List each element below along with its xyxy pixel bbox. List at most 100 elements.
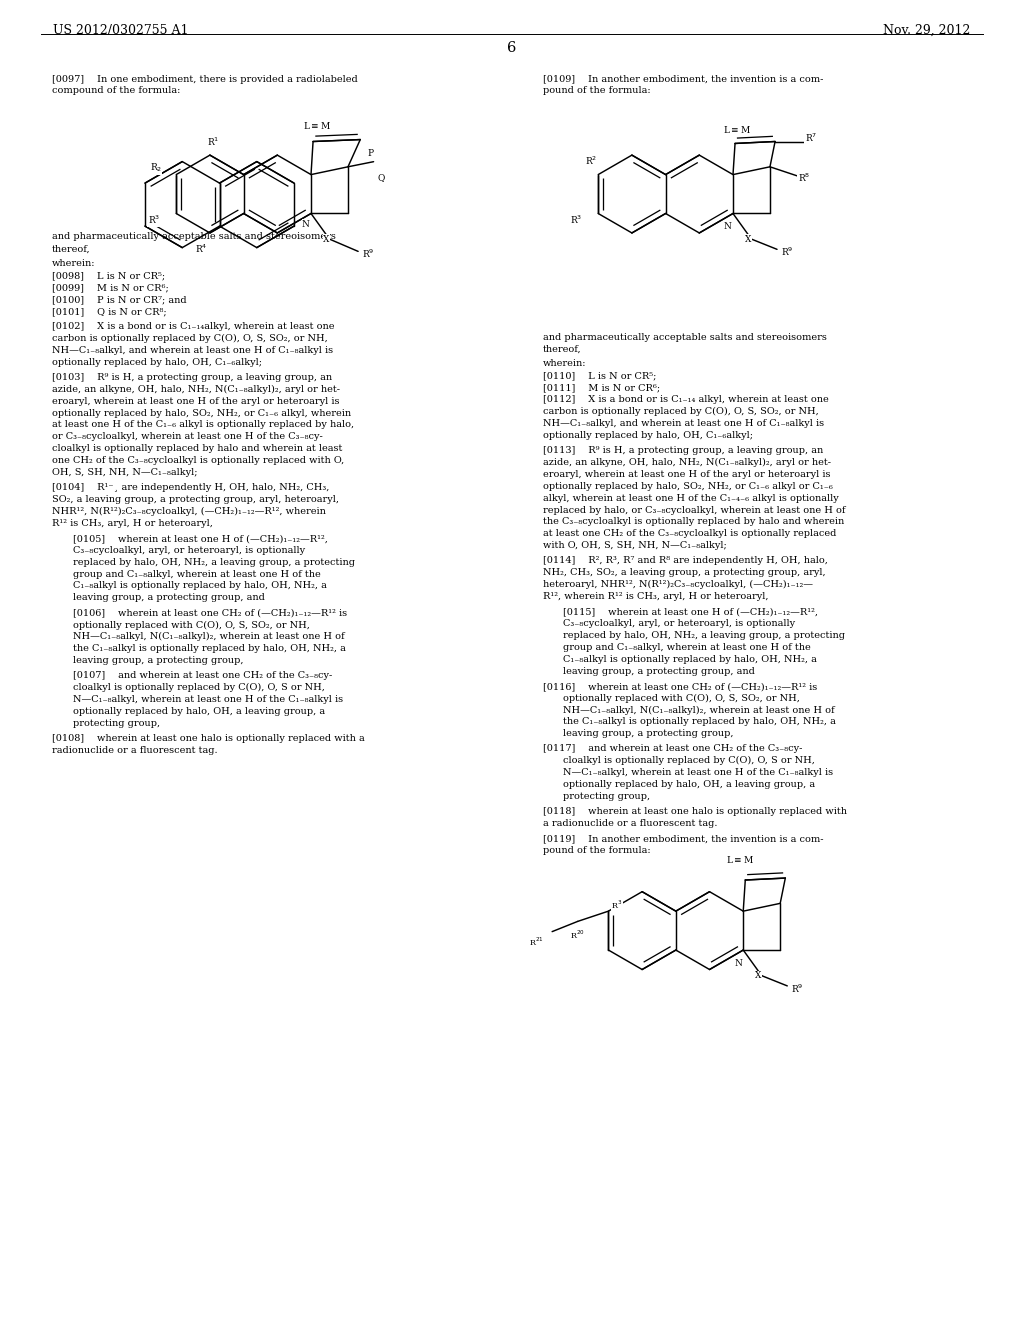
- Text: one CH₂ of the C₃₋₈cycloalkyl is optionally replaced with O,: one CH₂ of the C₃₋₈cycloalkyl is optiona…: [52, 457, 344, 465]
- Text: [0110]  L is N or CR⁵;: [0110] L is N or CR⁵;: [543, 372, 656, 380]
- Text: NH—C₁₋₈alkyl, N(C₁₋₈alkyl)₂, wherein at least one H of: NH—C₁₋₈alkyl, N(C₁₋₈alkyl)₂, wherein at …: [563, 705, 835, 714]
- Text: OH, S, SH, NH, N—C₁₋₈alkyl;: OH, S, SH, NH, N—C₁₋₈alkyl;: [52, 469, 198, 477]
- Text: radionuclide or a fluorescent tag.: radionuclide or a fluorescent tag.: [52, 746, 218, 755]
- Text: Nov. 29, 2012: Nov. 29, 2012: [884, 24, 971, 37]
- Text: cloalkyl is optionally replaced by C(O), O, S or NH,: cloalkyl is optionally replaced by C(O),…: [73, 684, 325, 692]
- Text: R$^9$: R$^9$: [362, 248, 375, 260]
- Text: [0099]  M is N or CR⁶;: [0099] M is N or CR⁶;: [52, 284, 169, 292]
- Text: R$^2$: R$^2$: [585, 154, 597, 168]
- Text: C₁₋₈alkyl is optionally replaced by halo, OH, NH₂, a: C₁₋₈alkyl is optionally replaced by halo…: [563, 655, 817, 664]
- Text: Q: Q: [377, 173, 384, 182]
- Text: L$\equiv$M: L$\equiv$M: [723, 124, 751, 135]
- Text: cloalkyl is optionally replaced by halo and wherein at least: cloalkyl is optionally replaced by halo …: [52, 444, 343, 453]
- Text: [0105]  wherein at least one H of (—CH₂)₁₋₁₂—R¹²,: [0105] wherein at least one H of (—CH₂)₁…: [73, 533, 328, 543]
- Text: X: X: [324, 235, 330, 244]
- Text: NHR¹², N(R¹²)₂C₃₋₈cycloalkyl, (—CH₂)₁₋₁₂—R¹², wherein: NHR¹², N(R¹²)₂C₃₋₈cycloalkyl, (—CH₂)₁₋₁₂…: [52, 507, 326, 516]
- Text: optionally replaced with C(O), O, S, SO₂, or NH,: optionally replaced with C(O), O, S, SO₂…: [73, 620, 309, 630]
- Text: [0101]  Q is N or CR⁸;: [0101] Q is N or CR⁸;: [52, 308, 167, 315]
- Text: replaced by halo, or C₃₋₈cycloalkyl, wherein at least one H of: replaced by halo, or C₃₋₈cycloalkyl, whe…: [543, 506, 845, 515]
- Text: [0112]  X is a bond or is C₁₋₁₄ alkyl, wherein at least one: [0112] X is a bond or is C₁₋₁₄ alkyl, wh…: [543, 396, 828, 404]
- Text: C₃₋₈cycloalkyl, aryl, or heteroaryl, is optionally: C₃₋₈cycloalkyl, aryl, or heteroaryl, is …: [563, 619, 796, 628]
- Text: R$^3$: R$^3$: [147, 214, 160, 226]
- Text: R$^4$: R$^4$: [196, 243, 208, 255]
- Text: R$^3$: R$^3$: [611, 899, 623, 911]
- Text: P: P: [368, 149, 374, 158]
- Text: [0106]  wherein at least one CH₂ of (—CH₂)₁₋₁₂—R¹² is: [0106] wherein at least one CH₂ of (—CH₂…: [73, 609, 347, 618]
- Text: [0097]  In one embodiment, there is provided a radiolabeled: [0097] In one embodiment, there is provi…: [52, 74, 358, 83]
- Text: R$^{21}$: R$^{21}$: [529, 936, 544, 948]
- Text: R$^3$: R$^3$: [569, 214, 582, 226]
- Text: N: N: [734, 958, 742, 968]
- Text: wherein:: wherein:: [543, 359, 586, 368]
- Text: [0108]  wherein at least one halo is optionally replaced with a: [0108] wherein at least one halo is opti…: [52, 734, 365, 743]
- Text: eroaryl, wherein at least one H of the aryl or heteroaryl is: eroaryl, wherein at least one H of the a…: [52, 396, 340, 405]
- Text: eroaryl, wherein at least one H of the aryl or heteroaryl is: eroaryl, wherein at least one H of the a…: [543, 470, 830, 479]
- Text: compound of the formula:: compound of the formula:: [52, 87, 180, 95]
- Text: a radionuclide or a fluorescent tag.: a radionuclide or a fluorescent tag.: [543, 818, 717, 828]
- Text: or C₃₋₈cycloalkyl, wherein at least one H of the C₃₋₈cy-: or C₃₋₈cycloalkyl, wherein at least one …: [52, 433, 323, 441]
- Text: at least one H of the C₁₋₆ alkyl is optionally replaced by halo,: at least one H of the C₁₋₆ alkyl is opti…: [52, 420, 354, 429]
- Text: [0107]  and wherein at least one CH₂ of the C₃₋₈cy-: [0107] and wherein at least one CH₂ of t…: [73, 671, 332, 680]
- Text: and pharmaceutically acceptable salts and stereoisomers: and pharmaceutically acceptable salts an…: [52, 232, 336, 242]
- Text: optionally replaced by halo, OH, a leaving group, a: optionally replaced by halo, OH, a leavi…: [563, 780, 815, 789]
- Text: R$^7$: R$^7$: [805, 132, 817, 144]
- Text: C₃₋₈cycloalkyl, aryl, or heteroaryl, is optionally: C₃₋₈cycloalkyl, aryl, or heteroaryl, is …: [73, 546, 305, 554]
- Text: [0104]  R¹⁻¸ are independently H, OH, halo, NH₂, CH₃,: [0104] R¹⁻¸ are independently H, OH, hal…: [52, 483, 330, 492]
- Text: alkyl, wherein at least one H of the C₁₋₄₋₆ alkyl is optionally: alkyl, wherein at least one H of the C₁₋…: [543, 494, 839, 503]
- Text: [0116]  wherein at least one CH₂ of (—CH₂)₁₋₁₂—R¹² is: [0116] wherein at least one CH₂ of (—CH₂…: [543, 681, 817, 690]
- Text: N—C₁₋₈alkyl, wherein at least one H of the C₁₋₈alkyl is: N—C₁₋₈alkyl, wherein at least one H of t…: [563, 768, 834, 777]
- Text: R$_2$: R$_2$: [150, 162, 162, 174]
- Text: pound of the formula:: pound of the formula:: [543, 846, 650, 855]
- Text: 6: 6: [507, 41, 517, 55]
- Text: [0102]  X is a bond or is C₁₋₁₄alkyl, wherein at least one: [0102] X is a bond or is C₁₋₁₄alkyl, whe…: [52, 322, 335, 331]
- Text: R¹² is CH₃, aryl, H or heteroaryl,: R¹² is CH₃, aryl, H or heteroaryl,: [52, 519, 213, 528]
- Text: [0117]  and wherein at least one CH₂ of the C₃₋₈cy-: [0117] and wherein at least one CH₂ of t…: [543, 744, 802, 754]
- Text: X: X: [745, 235, 752, 244]
- Text: optionally replaced by halo, OH, C₁₋₆alkyl;: optionally replaced by halo, OH, C₁₋₆alk…: [543, 430, 753, 440]
- Text: the C₁₋₈alkyl is optionally replaced by halo, OH, NH₂, a: the C₁₋₈alkyl is optionally replaced by …: [73, 644, 345, 653]
- Text: protecting group,: protecting group,: [563, 792, 650, 801]
- Text: cloalkyl is optionally replaced by C(O), O, S or NH,: cloalkyl is optionally replaced by C(O),…: [563, 756, 815, 766]
- Text: [0119]  In another embodiment, the invention is a com-: [0119] In another embodiment, the invent…: [543, 834, 823, 843]
- Text: [0114]  R², R³, R⁷ and R⁸ are independently H, OH, halo,: [0114] R², R³, R⁷ and R⁸ are independent…: [543, 557, 827, 565]
- Text: [0098]  L is N or CR⁵;: [0098] L is N or CR⁵;: [52, 272, 165, 280]
- Text: optionally replaced by halo, SO₂, NH₂, or C₁₋₆ alkyl or C₁₋₆: optionally replaced by halo, SO₂, NH₂, o…: [543, 482, 833, 491]
- Text: [0115]  wherein at least one H of (—CH₂)₁₋₁₂—R¹²,: [0115] wherein at least one H of (—CH₂)₁…: [563, 607, 818, 616]
- Text: wherein:: wherein:: [52, 259, 95, 268]
- Text: SO₂, a leaving group, a protecting group, aryl, heteroaryl,: SO₂, a leaving group, a protecting group…: [52, 495, 339, 504]
- Text: [0118]  wherein at least one halo is optionally replaced with: [0118] wherein at least one halo is opti…: [543, 807, 847, 816]
- Text: protecting group,: protecting group,: [73, 718, 160, 727]
- Text: NH₂, CH₃, SO₂, a leaving group, a protecting group, aryl,: NH₂, CH₃, SO₂, a leaving group, a protec…: [543, 568, 825, 577]
- Text: optionally replaced by halo, SO₂, NH₂, or C₁₋₆ alkyl, wherein: optionally replaced by halo, SO₂, NH₂, o…: [52, 409, 351, 417]
- Text: optionally replaced by halo, OH, C₁₋₆alkyl;: optionally replaced by halo, OH, C₁₋₆alk…: [52, 358, 262, 367]
- Text: azide, an alkyne, OH, halo, NH₂, N(C₁₋₈alkyl)₂, aryl or het-: azide, an alkyne, OH, halo, NH₂, N(C₁₋₈a…: [52, 385, 340, 393]
- Text: replaced by halo, OH, NH₂, a leaving group, a protecting: replaced by halo, OH, NH₂, a leaving gro…: [73, 557, 354, 566]
- Text: R$^9$: R$^9$: [781, 246, 794, 259]
- Text: NH—C₁₋₈alkyl, N(C₁₋₈alkyl)₂, wherein at least one H of: NH—C₁₋₈alkyl, N(C₁₋₈alkyl)₂, wherein at …: [73, 632, 344, 642]
- Text: N: N: [724, 222, 732, 231]
- Text: L$\equiv$M: L$\equiv$M: [726, 854, 754, 865]
- Text: with O, OH, S, SH, NH, N—C₁₋₈alkyl;: with O, OH, S, SH, NH, N—C₁₋₈alkyl;: [543, 541, 726, 550]
- Text: the C₃₋₈cycloalkyl is optionally replaced by halo and wherein: the C₃₋₈cycloalkyl is optionally replace…: [543, 517, 844, 527]
- Text: [0103]  R⁹ is H, a protecting group, a leaving group, an: [0103] R⁹ is H, a protecting group, a le…: [52, 372, 333, 381]
- Text: group and C₁₋₈alkyl, wherein at least one H of the: group and C₁₋₈alkyl, wherein at least on…: [73, 570, 321, 578]
- Text: at least one CH₂ of the C₃₋₈cycloalkyl is optionally replaced: at least one CH₂ of the C₃₋₈cycloalkyl i…: [543, 529, 836, 539]
- Text: replaced by halo, OH, NH₂, a leaving group, a protecting: replaced by halo, OH, NH₂, a leaving gro…: [563, 631, 845, 640]
- Text: optionally replaced by halo, OH, a leaving group, a: optionally replaced by halo, OH, a leavi…: [73, 708, 325, 715]
- Text: US 2012/0302755 A1: US 2012/0302755 A1: [53, 24, 188, 37]
- Text: N—C₁₋₈alkyl, wherein at least one H of the C₁₋₈alkyl is: N—C₁₋₈alkyl, wherein at least one H of t…: [73, 694, 343, 704]
- Text: N: N: [302, 219, 310, 228]
- Text: the C₁₋₈alkyl is optionally replaced by halo, OH, NH₂, a: the C₁₋₈alkyl is optionally replaced by …: [563, 718, 836, 726]
- Text: C₁₋₈alkyl is optionally replaced by halo, OH, NH₂, a: C₁₋₈alkyl is optionally replaced by halo…: [73, 581, 327, 590]
- Text: [0113]  R⁹ is H, a protecting group, a leaving group, an: [0113] R⁹ is H, a protecting group, a le…: [543, 446, 823, 455]
- Text: [0109]  In another embodiment, the invention is a com-: [0109] In another embodiment, the invent…: [543, 74, 823, 83]
- Text: thereof,: thereof,: [52, 244, 91, 253]
- Text: pound of the formula:: pound of the formula:: [543, 87, 650, 95]
- Text: NH—C₁₋₈alkyl, and wherein at least one H of C₁₋₈alkyl is: NH—C₁₋₈alkyl, and wherein at least one H…: [52, 346, 334, 355]
- Text: R$^{20}$: R$^{20}$: [570, 928, 585, 941]
- Text: leaving group, a protecting group,: leaving group, a protecting group,: [73, 656, 244, 665]
- Text: leaving group, a protecting group,: leaving group, a protecting group,: [563, 729, 734, 738]
- Text: R¹², wherein R¹² is CH₃, aryl, H or heteroaryl,: R¹², wherein R¹² is CH₃, aryl, H or hete…: [543, 591, 768, 601]
- Text: X: X: [756, 972, 762, 981]
- Text: carbon is optionally replaced by C(O), O, S, SO₂, or NH,: carbon is optionally replaced by C(O), O…: [543, 407, 818, 416]
